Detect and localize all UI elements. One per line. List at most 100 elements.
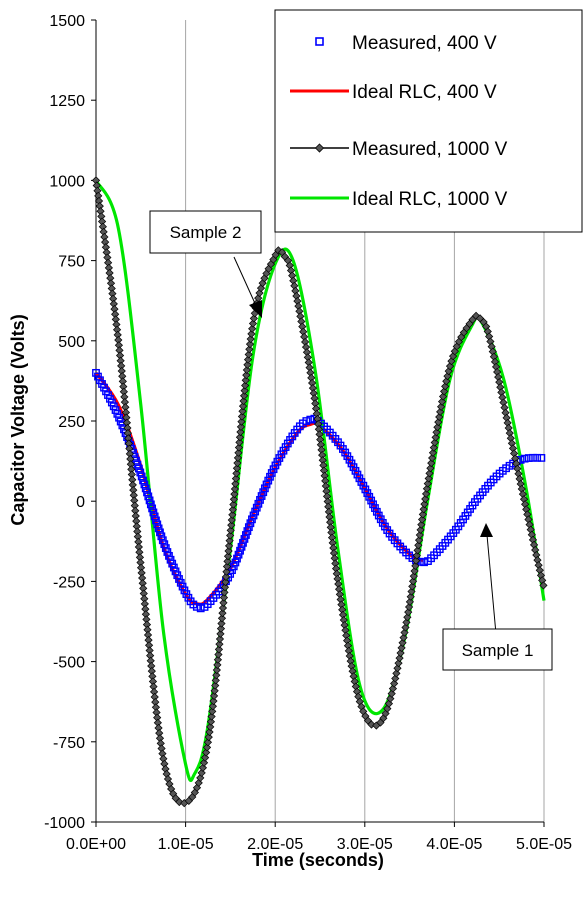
data-point-marker bbox=[232, 464, 242, 473]
data-point-marker bbox=[402, 618, 411, 627]
data-point-marker bbox=[216, 629, 225, 638]
x-tick-label: 4.0E-05 bbox=[426, 836, 482, 853]
data-point-marker bbox=[423, 479, 432, 488]
y-tick-label: 250 bbox=[58, 414, 85, 431]
data-point-marker bbox=[241, 376, 250, 385]
data-point-marker bbox=[221, 577, 230, 587]
data-point-marker bbox=[433, 423, 442, 432]
data-point-marker bbox=[245, 340, 255, 349]
data-point-marker bbox=[415, 530, 424, 540]
data-point-marker bbox=[539, 581, 548, 590]
data-point-marker bbox=[418, 510, 427, 519]
data-point-marker bbox=[230, 484, 240, 494]
data-point-marker bbox=[426, 464, 435, 473]
data-point-marker bbox=[224, 541, 234, 550]
data-point-marker bbox=[246, 334, 255, 344]
data-point-marker bbox=[397, 643, 406, 652]
data-point-marker bbox=[230, 490, 239, 499]
data-point-marker bbox=[408, 582, 417, 591]
data-point-marker bbox=[144, 492, 153, 501]
data-point-marker bbox=[437, 397, 447, 406]
data-point-marker bbox=[143, 488, 151, 497]
data-point-marker bbox=[404, 602, 414, 612]
data-point-marker bbox=[136, 468, 145, 477]
data-point-marker bbox=[414, 541, 423, 550]
data-point-marker bbox=[420, 558, 428, 567]
data-point-marker bbox=[209, 691, 219, 700]
data-point-marker bbox=[156, 528, 164, 537]
data-point-marker bbox=[428, 448, 438, 457]
data-point-marker bbox=[406, 592, 415, 601]
data-point-marker bbox=[148, 504, 157, 513]
data-point-marker bbox=[219, 593, 229, 602]
data-point-marker bbox=[145, 496, 154, 505]
data-point-marker bbox=[245, 345, 254, 354]
data-point-marker bbox=[222, 567, 231, 576]
data-point-marker bbox=[153, 520, 162, 529]
data-point-marker bbox=[152, 516, 160, 525]
series-4 bbox=[94, 179, 546, 783]
data-point-marker bbox=[388, 684, 398, 693]
data-point-marker bbox=[435, 412, 444, 422]
data-point-marker bbox=[413, 546, 422, 555]
y-tick-label: 1250 bbox=[49, 93, 85, 110]
data-point-marker bbox=[192, 783, 202, 792]
data-point-marker bbox=[411, 561, 420, 570]
data-point-marker bbox=[240, 386, 249, 395]
data-point-marker bbox=[424, 474, 433, 483]
data-point-marker bbox=[391, 674, 400, 683]
data-point-marker bbox=[430, 438, 439, 447]
data-point-marker bbox=[306, 415, 315, 424]
data-point-marker bbox=[218, 609, 227, 618]
data-point-marker bbox=[533, 453, 542, 462]
data-point-marker bbox=[242, 371, 251, 380]
data-point-marker bbox=[234, 550, 243, 559]
legend-label: Ideal RLC, 400 V bbox=[352, 82, 497, 103]
series-4-line bbox=[94, 179, 546, 783]
data-point-marker bbox=[211, 681, 220, 690]
data-point-marker bbox=[396, 648, 405, 658]
data-point-marker bbox=[141, 484, 150, 493]
data-point-marker bbox=[244, 350, 253, 359]
data-point-marker bbox=[237, 412, 247, 421]
data-point-marker bbox=[218, 603, 228, 613]
data-point-marker bbox=[139, 476, 147, 485]
data-point-marker bbox=[408, 577, 418, 586]
data-point-marker bbox=[228, 510, 237, 519]
data-point-marker bbox=[420, 500, 429, 509]
data-point-marker bbox=[233, 453, 243, 462]
data-point-marker bbox=[234, 443, 244, 452]
annotation-arrow-head bbox=[249, 300, 262, 318]
data-point-marker bbox=[404, 607, 413, 617]
data-point-marker bbox=[211, 676, 220, 685]
data-point-marker bbox=[206, 717, 216, 726]
data-point-marker bbox=[422, 484, 432, 493]
data-point-marker bbox=[234, 448, 243, 457]
data-point-marker bbox=[146, 500, 155, 509]
data-point-marker bbox=[447, 357, 456, 366]
data-point-marker bbox=[246, 519, 255, 528]
data-point-marker bbox=[202, 748, 211, 757]
data-point-marker bbox=[157, 532, 166, 541]
data-point-marker bbox=[213, 660, 222, 669]
data-point-marker bbox=[201, 753, 210, 762]
data-point-marker bbox=[445, 362, 455, 371]
data-point-marker bbox=[243, 355, 253, 364]
data-point-marker bbox=[244, 523, 253, 532]
data-point-marker bbox=[240, 535, 249, 543]
data-point-marker bbox=[223, 557, 232, 566]
data-point-marker bbox=[242, 531, 250, 539]
data-point-marker bbox=[214, 650, 223, 659]
data-point-marker bbox=[221, 572, 231, 581]
data-point-marker bbox=[238, 402, 248, 411]
data-point-marker bbox=[414, 536, 424, 545]
data-point-marker bbox=[194, 778, 203, 787]
data-point-marker bbox=[243, 527, 252, 535]
data-point-marker bbox=[158, 536, 167, 545]
data-point-marker bbox=[197, 768, 206, 777]
annotation-sample-1: Sample 1 bbox=[442, 523, 553, 671]
data-point-marker bbox=[421, 489, 431, 498]
data-point-marker bbox=[421, 494, 430, 504]
data-point-marker bbox=[222, 562, 232, 571]
